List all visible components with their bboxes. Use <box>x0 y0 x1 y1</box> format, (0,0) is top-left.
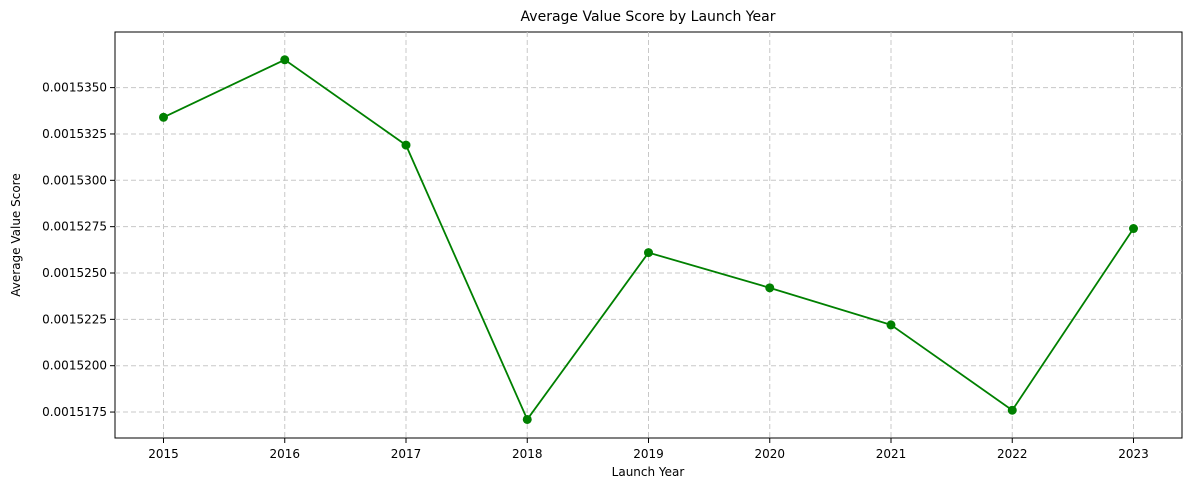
data-point <box>159 112 168 122</box>
y-tick-label: 0.0015300 <box>42 173 107 187</box>
x-tick-label: 2020 <box>754 447 785 461</box>
data-point <box>1129 224 1138 234</box>
chart-title: Average Value Score by Launch Year <box>521 9 776 25</box>
x-tick-label: 2016 <box>269 447 300 461</box>
y-tick-label: 0.0015200 <box>42 359 107 373</box>
data-point <box>765 283 775 293</box>
y-tick-label: 0.0015325 <box>42 127 107 141</box>
plot-area <box>114 31 1183 439</box>
x-tick-label: 2015 <box>148 447 179 461</box>
x-axis: 2015 2016 2017 2018 2019 2020 2021 2022 2023 <box>148 438 1149 461</box>
x-tick-label: 2019 <box>633 447 664 461</box>
x-tick-label: 2022 <box>997 447 1028 461</box>
data-point <box>886 320 896 330</box>
data-point <box>644 248 653 258</box>
y-tick-label: 0.0015225 <box>42 312 107 326</box>
x-tick-label: 2023 <box>1118 447 1149 461</box>
grid <box>115 32 1182 438</box>
data-point <box>1007 405 1017 415</box>
data-point <box>280 55 290 65</box>
x-tick-label: 2018 <box>512 447 543 461</box>
data-point <box>401 140 411 150</box>
x-tick-label: 2021 <box>876 447 907 461</box>
x-axis-label: Launch Year <box>612 465 685 479</box>
y-tick-label: 0.0015350 <box>42 81 107 95</box>
x-tick-label: 2017 <box>391 447 422 461</box>
y-tick-label: 0.0015275 <box>42 220 107 234</box>
series-markers <box>159 55 1138 424</box>
y-axis-label: Average Value Score <box>9 173 23 296</box>
data-point <box>522 414 532 424</box>
y-axis: 0.0015175 0.0015200 0.0015225 0.0015250 0.00… <box>42 81 115 419</box>
y-tick-label: 0.0015175 <box>42 405 107 419</box>
y-tick-label: 0.0015250 <box>42 266 107 280</box>
